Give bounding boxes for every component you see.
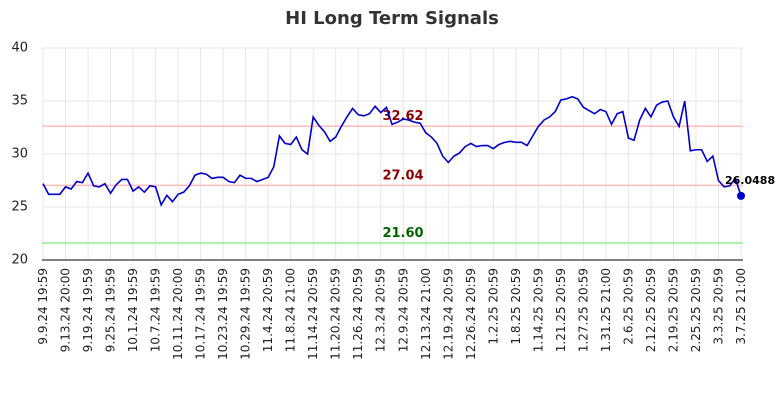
threshold-label: 21.60: [382, 226, 423, 241]
y-tick-label: 20: [11, 253, 28, 268]
x-tick-label: 1.21.25 20:59: [554, 268, 568, 352]
x-tick-label: 3.3.25 20:59: [711, 268, 725, 345]
x-tick-label: 12.9.24 20:59: [396, 268, 410, 352]
x-tick-label: 2.19.25 20:59: [666, 268, 680, 352]
x-tick-label: 1.14.25 20:59: [531, 268, 545, 352]
x-tick-label: 1.27.25 20:59: [576, 268, 590, 352]
x-tick-label: 1.8.25 20:59: [509, 268, 523, 345]
y-tick-label: 35: [11, 94, 28, 109]
x-tick-label: 11.26.24 20:59: [351, 268, 365, 360]
x-tick-label: 12.19.24 20:59: [441, 268, 455, 360]
x-tick-label: 9.19.24 19:59: [81, 268, 95, 352]
y-tick-label: 25: [11, 200, 28, 215]
threshold-label: 27.04: [382, 168, 423, 183]
x-tick-label: 10.11.24 20:00: [171, 268, 185, 360]
last-point: [737, 191, 745, 200]
last-value-label: 26.0488: [725, 174, 775, 187]
x-tick-label: 2.6.25 20:59: [621, 268, 635, 345]
x-tick-label: 9.13.24 20:00: [59, 268, 73, 352]
y-tick-label: 30: [11, 147, 28, 162]
x-tick-label: 10.7.24 19:59: [149, 268, 163, 352]
chart-title: HI Long Term Signals: [285, 8, 499, 29]
x-tick-label: 10.17.24 19:59: [194, 268, 208, 360]
x-tick-label: 11.4.24 20:59: [261, 268, 275, 352]
threshold-label: 32.62: [382, 109, 423, 124]
x-tick-label: 11.8.24 21:00: [284, 268, 298, 352]
x-tick-label: 10.23.24 19:59: [216, 268, 230, 360]
x-tick-label: 12.3.24 20:59: [374, 268, 388, 352]
x-tick-label: 1.2.25 20:59: [486, 268, 500, 345]
x-tick-label: 11.20.24 20:59: [329, 268, 343, 360]
x-tick-label: 10.1.24 19:59: [126, 268, 140, 352]
x-tick-label: 3.7.25 21:00: [734, 268, 748, 345]
x-tick-label: 10.29.24 19:59: [239, 268, 253, 360]
x-tick-label: 1.31.25 21:00: [599, 268, 613, 352]
x-tick-label: 2.12.25 20:59: [644, 268, 658, 352]
x-tick-label: 11.14.24 20:59: [306, 268, 320, 360]
x-tick-label: 12.26.24 20:59: [464, 268, 478, 360]
x-tick-label: 2.25.25 20:59: [689, 268, 703, 352]
x-tick-label: 9.25.24 19:59: [104, 268, 118, 352]
x-tick-label: 9.9.24 19:59: [36, 268, 50, 345]
x-tick-label: 12.13.24 21:00: [419, 268, 433, 360]
line: [42, 95, 742, 207]
y-tick-label: 40: [11, 41, 28, 56]
